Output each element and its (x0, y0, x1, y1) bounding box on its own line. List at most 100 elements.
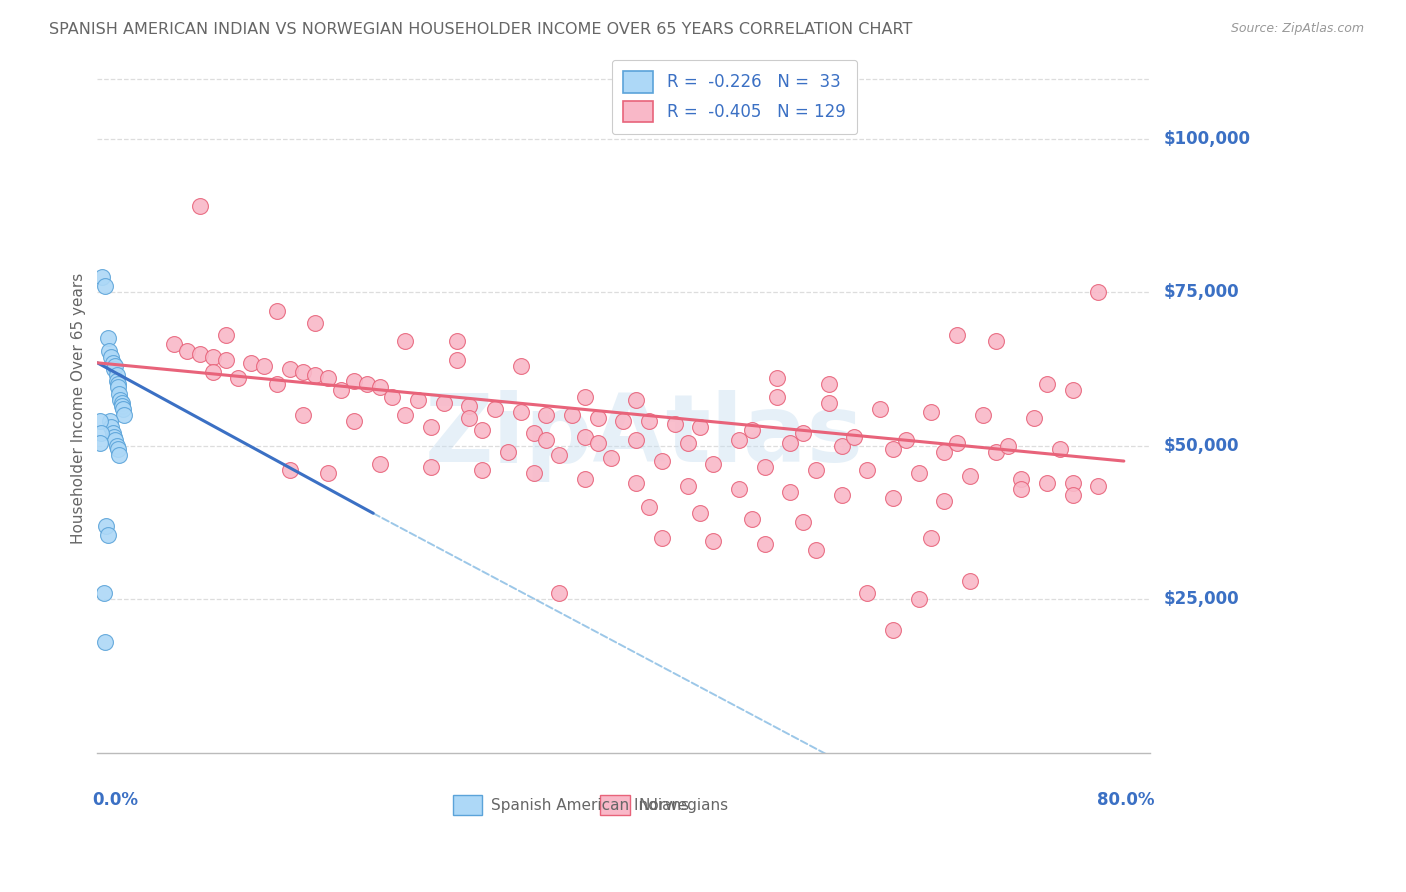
Point (1010, 482, 1032, 496)
Point (253, 359, 276, 373)
Point (176, 343, 198, 358)
Point (689, 420, 711, 434)
Point (97, 331, 120, 345)
Point (278, 362, 301, 376)
Point (856, 463, 879, 477)
Point (523, 426, 546, 441)
Point (844, 429, 866, 443)
Point (612, 414, 634, 428)
Point (304, 316, 326, 330)
Point (817, 395, 839, 409)
Point (101, 426, 124, 441)
Point (664, 417, 686, 432)
Point (100, 420, 122, 434)
Point (856, 586, 879, 600)
Point (93, 586, 115, 600)
Point (548, 586, 571, 600)
Point (291, 408, 314, 422)
Point (766, 390, 789, 404)
Text: Norwegians: Norwegians (638, 797, 728, 813)
Point (110, 392, 132, 407)
Point (228, 371, 250, 385)
Point (920, 405, 942, 419)
Point (368, 380, 391, 394)
Point (105, 368, 128, 383)
Text: 0.0%: 0.0% (91, 790, 138, 808)
Point (959, 574, 981, 588)
Point (1010, 473, 1032, 487)
Point (869, 401, 891, 416)
Point (330, 384, 353, 398)
Point (304, 368, 326, 383)
Point (94, 279, 117, 293)
Point (91, 269, 114, 284)
Point (420, 460, 443, 475)
Point (458, 399, 481, 413)
FancyBboxPatch shape (453, 796, 482, 814)
Point (107, 380, 129, 394)
Point (101, 356, 124, 370)
Point (523, 467, 546, 481)
Point (112, 408, 135, 422)
Point (1049, 442, 1071, 456)
Text: $50,000: $50,000 (1163, 437, 1239, 455)
Point (496, 445, 519, 459)
Point (586, 435, 609, 450)
Point (894, 433, 917, 447)
Point (509, 359, 531, 373)
Point (548, 448, 571, 462)
Point (111, 399, 134, 413)
FancyBboxPatch shape (600, 796, 630, 814)
Point (266, 303, 288, 318)
Point (103, 362, 125, 376)
Point (89, 414, 111, 428)
Point (188, 199, 211, 213)
Point (574, 390, 596, 404)
Point (105, 439, 128, 453)
Point (1062, 384, 1084, 398)
Point (882, 442, 904, 456)
Point (201, 365, 224, 379)
Point (107, 377, 129, 392)
Point (689, 506, 711, 520)
Point (817, 377, 839, 392)
Point (536, 408, 558, 422)
Point (728, 433, 751, 447)
Point (108, 448, 131, 462)
Point (882, 623, 904, 637)
Point (103, 429, 125, 443)
Point (792, 426, 814, 441)
Point (972, 408, 994, 422)
Y-axis label: Householder Income Over 65 years: Householder Income Over 65 years (72, 273, 86, 544)
Point (741, 423, 763, 437)
Point (278, 463, 301, 477)
Point (792, 516, 814, 530)
Point (1062, 488, 1084, 502)
Point (509, 405, 531, 419)
Point (90, 426, 112, 441)
Point (394, 408, 416, 422)
Point (420, 420, 443, 434)
Point (599, 450, 621, 465)
Point (946, 328, 969, 343)
Point (907, 592, 929, 607)
Point (1087, 285, 1109, 300)
Point (741, 512, 763, 526)
Point (104, 359, 127, 373)
Point (471, 423, 494, 437)
Point (574, 429, 596, 443)
Point (98, 414, 121, 428)
Point (318, 467, 340, 481)
Point (984, 334, 1007, 349)
Point (1036, 475, 1059, 490)
Point (702, 457, 724, 471)
Point (215, 352, 238, 367)
Point (458, 411, 481, 425)
Point (804, 543, 827, 558)
Text: $75,000: $75,000 (1163, 283, 1239, 301)
Point (343, 414, 366, 428)
Point (240, 356, 263, 370)
Point (754, 537, 776, 551)
Point (626, 433, 648, 447)
Point (1036, 377, 1059, 392)
